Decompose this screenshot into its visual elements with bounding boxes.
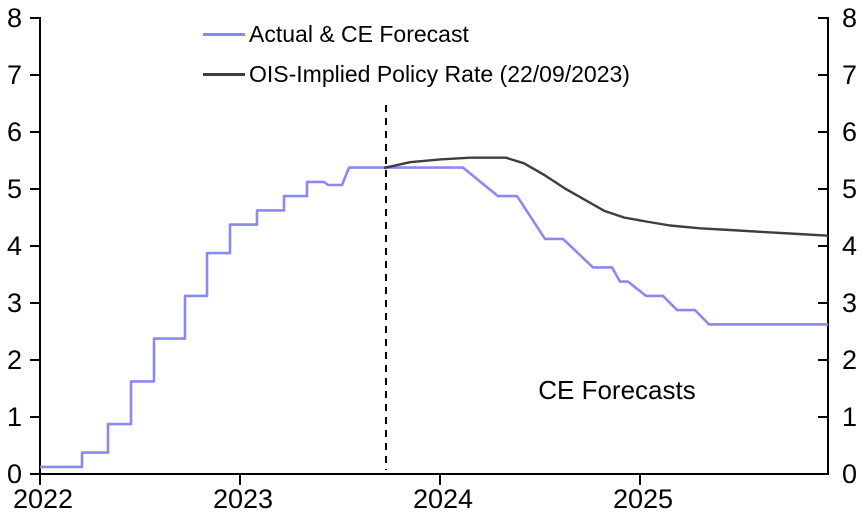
y-axis-tick-label-right: 0 [842, 459, 857, 489]
legend-line-actual-swatch [203, 32, 245, 36]
y-axis-tick-label-left: 0 [7, 459, 22, 489]
legend-label-ois: OIS-Implied Policy Rate (22/09/2023) [249, 60, 630, 87]
y-axis-tick-label-left: 3 [7, 288, 22, 318]
y-axis-tick-label-right: 3 [842, 288, 857, 318]
legend-label-actual: Actual & CE Forecast [249, 20, 469, 47]
y-axis-tick-label-right: 7 [842, 60, 857, 90]
x-axis-tick-label: 2024 [413, 484, 473, 514]
series-ois-line [383, 156, 829, 237]
legend-line-ois-swatch [203, 72, 245, 76]
y-axis-tick-label-right: 4 [842, 231, 857, 261]
x-axis-tick-label: 2023 [213, 484, 273, 514]
x-axis-tick-label: 2022 [13, 484, 73, 514]
y-axis-tick-label-left: 4 [7, 231, 22, 261]
y-axis-tick-label-right: 8 [842, 3, 857, 33]
y-axis-tick-label-left: 1 [7, 402, 22, 432]
y-axis-tick-label-right: 6 [842, 117, 857, 147]
series-actual-line [40, 166, 828, 469]
forecast-annotation: CE Forecasts [538, 375, 696, 405]
y-axis-tick-label-right: 5 [842, 174, 857, 204]
x-axis-tick-label: 2025 [613, 484, 673, 514]
y-axis-tick-label-left: 5 [7, 174, 22, 204]
y-axis-tick-label-left: 2 [7, 345, 22, 375]
legend-item-actual: Actual & CE Forecast [203, 21, 469, 47]
y-axis-tick-label-left: 6 [7, 117, 22, 147]
legend-item-ois: OIS-Implied Policy Rate (22/09/2023) [203, 61, 630, 87]
y-axis-tick-label-right: 2 [842, 345, 857, 375]
y-axis-tick-label-right: 1 [842, 402, 857, 432]
y-axis-tick-label-left: 8 [7, 3, 22, 33]
y-axis-tick-label-left: 7 [7, 60, 22, 90]
